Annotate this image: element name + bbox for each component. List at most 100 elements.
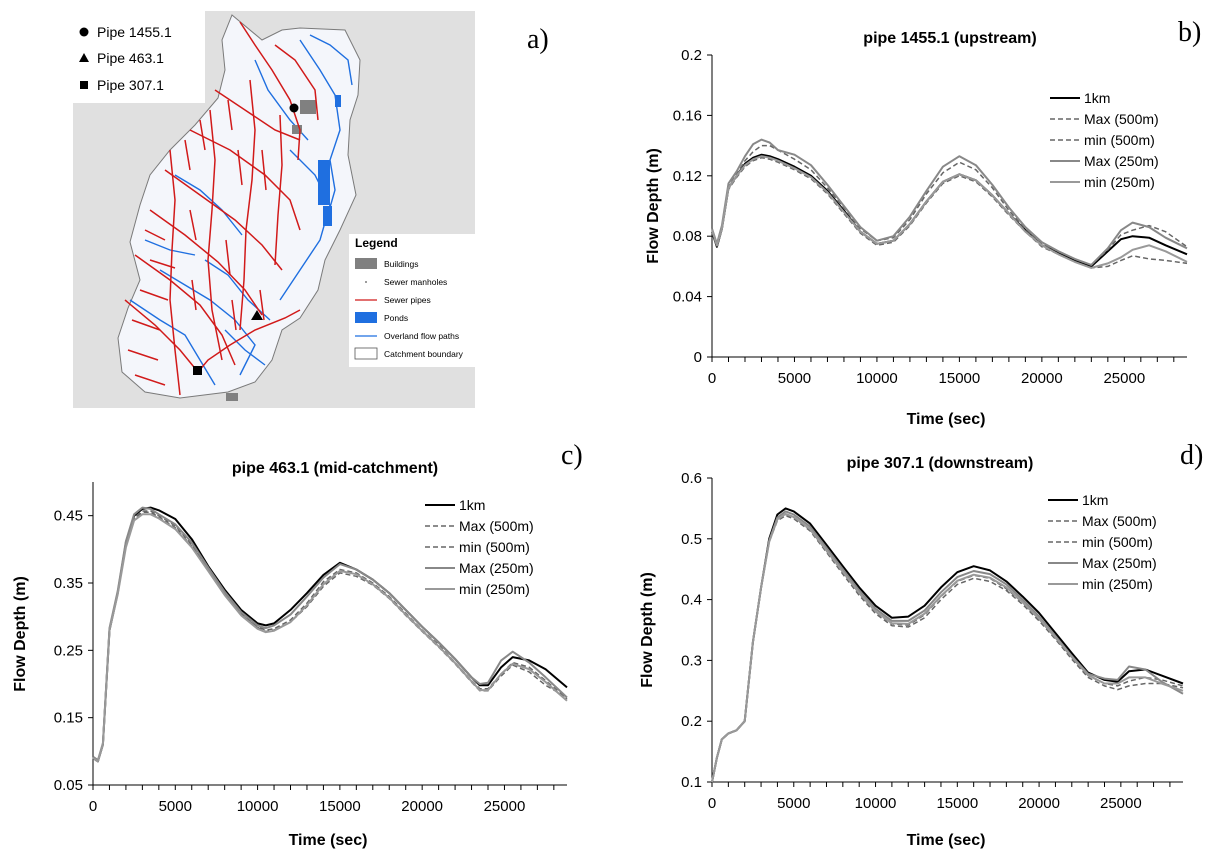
chart-title: pipe 307.1 (downstream) [847,455,1034,472]
x-tick-label: 5000 [777,795,810,812]
x-tick-label: 10000 [237,798,279,815]
x-tick-label: 15000 [939,370,981,387]
x-tick-label: 10000 [855,795,897,812]
triangle-key-icon [79,53,89,62]
map-legend: Legend Buildings Sewer manholes Sewer pi… [349,234,475,367]
buildings-swatch [355,258,377,269]
square-key-icon [80,81,88,89]
map-legend-title: Legend [355,236,398,250]
x-tick-label: 25000 [1103,370,1145,387]
panel-letter-d: d) [1180,440,1203,471]
y-tick-label: 0.35 [54,575,83,592]
y-tick-label: 0.3 [681,652,702,669]
x-axis-label: Time (sec) [907,411,986,428]
series-line-max-250m [711,138,1188,266]
overland-flow-paths [129,34,353,386]
y-tick-label: 0.45 [54,508,83,525]
panel-letter-c: c) [561,440,583,471]
x-tick-label: 5000 [778,370,811,387]
chart-legend: 1km Max (500m) min (500m) Max (250m) min (25… [1048,492,1157,592]
ponds-swatch [355,312,377,323]
y-tick-label: 0.4 [681,592,702,609]
ponds [318,95,341,226]
legend-label: Max (500m) [1082,513,1157,529]
legend-label: min (250m) [459,581,530,597]
series-line-min-250m [711,512,1184,783]
y-tick-label: 0.16 [673,107,702,124]
legend-ponds: Ponds [384,313,408,323]
circle-key-icon [79,27,89,37]
y-tick-label: 0.08 [673,228,702,245]
chart-legend: 1km Max (500m) min (500m) Max (250m) min (25… [425,497,534,597]
series-line-1km [711,153,1188,268]
manhole-swatch [365,281,367,283]
y-tick-label: 0 [694,349,702,366]
boundary-swatch [354,347,378,360]
x-tick-label: 20000 [401,798,443,815]
key-label-pipe-463: Pipe 463.1 [97,50,164,66]
y-axis-label: Flow Depth (m) [639,572,656,688]
catchment-boundary-shape [117,14,361,399]
chart-title: pipe 1455.1 (upstream) [863,30,1036,47]
legend-label: min (250m) [1084,174,1155,190]
legend-sewer-manholes: Sewer manholes [384,277,447,287]
x-axis-label: Time (sec) [289,832,368,849]
map-key: Pipe 1455.1 Pipe 463.1 Pipe 307.1 [73,11,205,103]
x-tick-label: 10000 [856,370,898,387]
legend-sewer-pipes: Sewer pipes [384,295,431,305]
key-label-pipe-1455: Pipe 1455.1 [97,24,172,40]
pipe-1455-marker [289,103,299,113]
series-line-min-250m [92,513,568,763]
series-line-max-250m [711,510,1184,783]
x-tick-label: 20000 [1021,370,1063,387]
legend-label: Max (250m) [459,560,534,576]
y-tick-label: 0.1 [681,774,702,791]
y-tick-label: 0.05 [54,777,83,794]
buildings [226,100,316,401]
chart-pipe-463: pipe 463.1 (mid-catchment) c) Flow Depth… [12,440,583,849]
x-tick-label: 0 [89,798,97,815]
legend-label: Max (500m) [459,518,534,534]
legend-label: 1km [1082,492,1108,508]
y-tick-label: 0.25 [54,642,83,659]
x-tick-label: 20000 [1018,795,1060,812]
legend-label: Max (250m) [1084,153,1159,169]
x-tick-label: 15000 [319,798,361,815]
y-tick-label: 0.2 [681,47,702,64]
legend-buildings: Buildings [384,259,419,269]
legend-catchment-boundary: Catchment boundary [384,349,464,359]
y-axis-label: Flow Depth (m) [12,576,29,692]
x-tick-label: 25000 [484,798,526,815]
pipe-463-marker [251,310,263,320]
legend-label: 1km [459,497,485,513]
y-tick-label: 0.2 [681,713,702,730]
x-tick-label: 15000 [936,795,978,812]
chart-pipe-1455: pipe 1455.1 (upstream) b) Flow Depth (m)… [645,17,1201,428]
catchment-map-panel: Pipe 1455.1 Pipe 463.1 Pipe 307.1 Legend… [73,11,549,408]
legend-label: min (500m) [1084,132,1155,148]
legend-label: min (500m) [1082,534,1153,550]
x-axis-label: Time (sec) [907,832,986,849]
y-tick-label: 0.15 [54,710,83,727]
panel-letter-a: a) [527,24,549,55]
x-tick-label: 0 [708,795,716,812]
chart-legend: 1km Max (500m) min (500m) Max (250m) min (25… [1050,90,1159,190]
plot-area: 0.1 0.2 0.3 0.4 0.5 0.6 0 5000 10000 15000 20000 25… [681,470,1184,812]
plot-area: 0.05 0.15 0.25 0.35 0.45 0 5000 10000 15000 20000… [54,482,568,815]
series-line-min-250m [711,155,1188,269]
y-tick-label: 0.12 [673,168,702,185]
y-tick-label: 0.04 [673,289,702,306]
legend-label: Max (500m) [1084,111,1159,127]
chart-title: pipe 463.1 (mid-catchment) [232,460,438,477]
legend-label: Max (250m) [1082,555,1157,571]
legend-overland-flow-paths: Overland flow paths [384,331,459,341]
y-tick-label: 0.5 [681,531,702,548]
panel-letter-b: b) [1178,17,1201,48]
y-axis-label: Flow Depth (m) [645,148,662,264]
y-tick-label: 0.6 [681,470,702,487]
legend-label: min (250m) [1082,576,1153,592]
series-line-max-250m [92,506,568,762]
x-tick-label: 25000 [1100,795,1142,812]
key-label-pipe-307: Pipe 307.1 [97,77,164,93]
